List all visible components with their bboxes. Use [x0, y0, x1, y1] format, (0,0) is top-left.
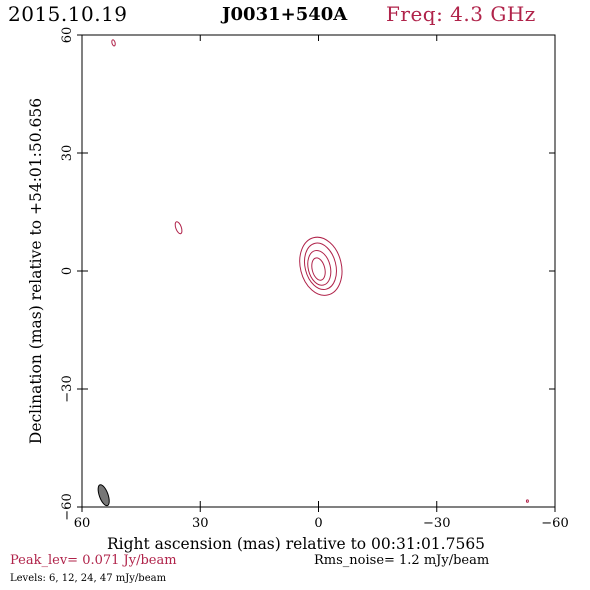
- x-axis-label: Right ascension (mas) relative to 00:31:…: [107, 535, 485, 553]
- y-tick-label: −30: [60, 375, 75, 402]
- y-tick-label: 30: [60, 145, 75, 162]
- axis-ticks: [77, 34, 556, 512]
- x-tick-label: 0: [314, 516, 322, 531]
- beam-ellipse: [97, 484, 110, 507]
- rms-noise: Rms_noise= 1.2 mJy/beam: [314, 553, 490, 568]
- contour-blob-bottom-right: [525, 499, 529, 503]
- x-tick-label: 60: [74, 516, 91, 531]
- y-tick-label: 0: [60, 267, 75, 275]
- contour-core-level-2: [303, 242, 337, 290]
- x-tick-label: 30: [192, 516, 209, 531]
- source-name: J0031+540A: [222, 4, 348, 25]
- y-tick-label: 60: [60, 27, 75, 44]
- peak-level: Peak_lev= 0.071 Jy/beam: [10, 553, 177, 568]
- plot-frame: [81, 34, 556, 508]
- y-tick-label: −60: [60, 493, 75, 520]
- beam-layer: [97, 484, 110, 507]
- contour-core-level-3: [307, 249, 332, 286]
- contour-core-level-1: [299, 236, 343, 296]
- contour-layer: [111, 39, 529, 503]
- contour-blob-northwest: [174, 221, 183, 235]
- x-tick-label: −60: [541, 516, 568, 531]
- contour-blob-top-left: [111, 39, 116, 47]
- x-tick-label: −30: [423, 516, 450, 531]
- y-axis-label: Declination (mas) relative to +54:01:50.…: [27, 98, 45, 444]
- contour-levels: Levels: 6, 12, 24, 47 mJy/beam: [10, 573, 167, 584]
- axis-tick-labels: 60 30 0 −30 −60 −60 −30 0 30 60: [60, 27, 569, 531]
- observation-date: 2015.10.19: [8, 2, 128, 26]
- contour-core-level-4: [311, 257, 326, 281]
- frequency-label: Freq: 4.3 GHz: [386, 2, 536, 26]
